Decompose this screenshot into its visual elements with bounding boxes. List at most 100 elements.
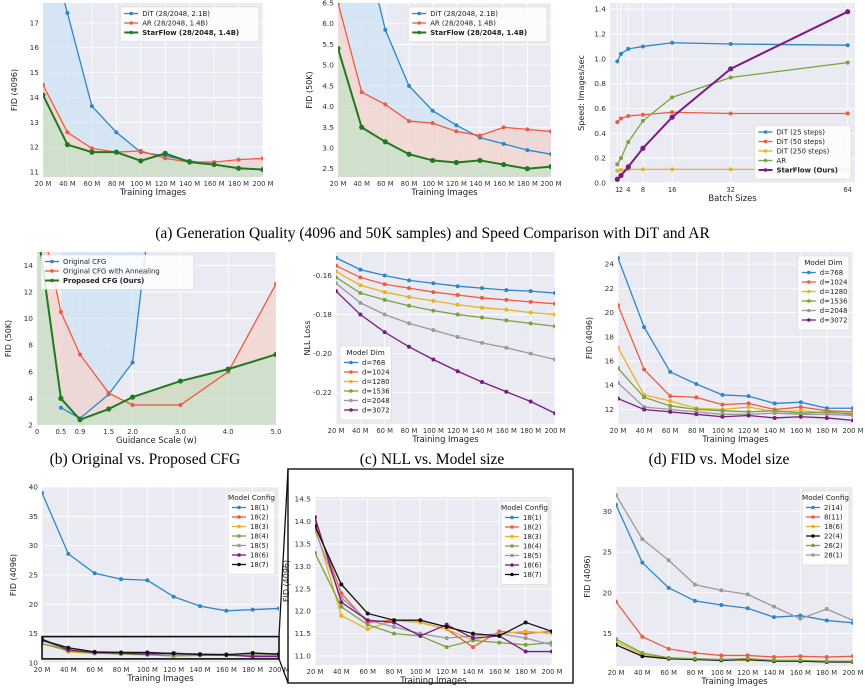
data-point: [430, 108, 435, 113]
series-line-4: [616, 638, 853, 662]
legend-label: 18(1): [523, 514, 542, 522]
data-point: [528, 351, 533, 356]
series-line-0: [42, 492, 279, 612]
data-point: [618, 303, 620, 308]
chart-a2: 2.5 3.0 3.5 4.0 4.5 5.0 5.5 6.0 6.5 20 M 40 M 60 M 8…: [305, 0, 562, 197]
legend-title: Model Dim: [804, 258, 842, 267]
legend-title: Model Config: [501, 503, 548, 512]
data-point: [616, 642, 618, 647]
data-point: [614, 176, 620, 182]
legend-title: Model Config: [228, 493, 275, 502]
x-axis-label: Training Images: [701, 434, 768, 444]
x-tick-label: 100 M: [410, 668, 431, 676]
data-point: [798, 613, 803, 618]
legend-marker: [129, 21, 133, 25]
legend-marker: [510, 553, 514, 558]
data-point: [504, 297, 509, 302]
legend-marker: [237, 515, 241, 519]
data-point: [315, 551, 317, 555]
data-point: [666, 558, 671, 563]
series-fill-2: [338, 48, 551, 177]
x-tick-label: 160 M: [204, 180, 225, 188]
series-fill-0: [43, 3, 263, 170]
series-line-2: [39, 252, 276, 421]
data-point: [851, 418, 853, 423]
x-tick-label: 40 M: [352, 427, 369, 435]
y-tick-label: 1.0: [594, 54, 606, 63]
data-point: [336, 275, 338, 280]
x-tick-label: 20 M: [35, 180, 52, 188]
y-tick-label: 13.5: [295, 540, 312, 549]
legend-marker: [763, 130, 768, 134]
data-point: [211, 161, 217, 168]
data-point: [92, 649, 97, 654]
data-point: [444, 636, 449, 641]
y-tick-label: 0.0: [594, 179, 606, 188]
data-point: [162, 150, 168, 156]
legend-marker: [349, 398, 353, 403]
data-point: [453, 159, 459, 166]
data-point: [501, 161, 507, 168]
legend: Model Config 2(14) 8(11)18(6) 22(4)26(2) 28(…: [801, 490, 850, 566]
x-tick-label: 80 M: [401, 180, 418, 188]
data-point: [77, 417, 83, 423]
y-tick-label: -0.22: [313, 388, 332, 397]
data-point: [640, 112, 645, 117]
series-line-4: [315, 530, 552, 646]
data-point: [315, 515, 317, 520]
legend-label: 18(7): [250, 561, 269, 569]
data-point: [719, 657, 724, 662]
x-tick-label: 180 M: [520, 427, 541, 435]
data-point: [198, 604, 202, 609]
y-tick-label: -0.18: [313, 310, 332, 319]
data-point: [618, 156, 623, 161]
series-line-3: [336, 276, 555, 327]
data-point: [745, 592, 750, 597]
data-point: [407, 286, 411, 291]
data-point: [315, 524, 317, 529]
data-point: [497, 640, 502, 645]
data-point: [528, 299, 533, 304]
data-point: [550, 629, 552, 634]
y-tick-label: 30: [603, 507, 613, 516]
y-tick-label: 4.5: [322, 81, 334, 90]
data-point: [528, 310, 533, 315]
data-point: [666, 585, 671, 590]
data-point: [504, 288, 509, 293]
series-line-4: [336, 282, 555, 361]
x-axis-label: Training Images: [700, 676, 767, 686]
data-point: [89, 146, 94, 151]
data-point: [338, 45, 341, 52]
data-point: [455, 302, 460, 307]
chart-d: 12 14 16 18 20 22 24 20 M 40 M 60 M 80 M 100 M 120 M…: [585, 252, 864, 444]
legend-label: 18(2): [250, 514, 269, 522]
series-line-2: [336, 270, 555, 316]
x-tick-label: 160 M: [496, 427, 517, 435]
x-tick-label: 64: [843, 186, 852, 194]
data-point: [250, 651, 255, 656]
data-point: [640, 654, 645, 659]
data-point: [480, 315, 484, 320]
data-point: [65, 130, 70, 135]
y-tick-label: 14: [605, 381, 615, 390]
x-tick-label: 140 M: [764, 669, 785, 677]
data-point: [525, 148, 530, 153]
x-tick-label: 2: [619, 186, 623, 194]
legend-label: Original CFG with Annealing: [63, 268, 160, 276]
series-line-0: [618, 257, 853, 409]
series-fill-2: [43, 94, 263, 177]
x-tick-label: 40 M: [353, 180, 370, 188]
data-point: [261, 156, 263, 161]
series-fill-2: [37, 252, 276, 425]
data-point: [444, 645, 449, 650]
legend-label: 18(6): [523, 562, 542, 570]
y-tick-label: 1.2: [594, 30, 606, 39]
data-point: [504, 389, 509, 394]
legend-label: 18(7): [523, 571, 542, 579]
data-point: [693, 656, 697, 661]
data-point: [616, 637, 618, 642]
series-area: [618, 256, 853, 423]
chart-e3: 15 20 25 30 20 M 40 M 60 M 80 M 100 M 120 M 140 M 1…: [583, 487, 864, 686]
data-point: [407, 278, 411, 283]
